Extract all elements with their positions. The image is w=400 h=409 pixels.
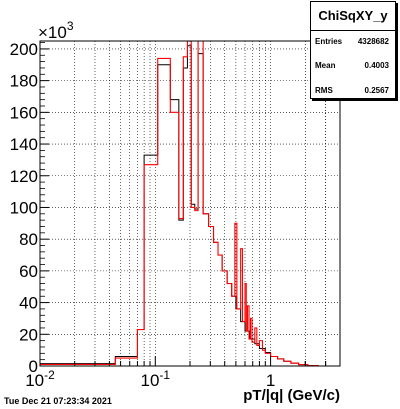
y-tick-label: 20 bbox=[19, 325, 38, 344]
y-multiplier-label: ×103 bbox=[38, 19, 74, 42]
stats-row-entries: Entries 4328682 bbox=[315, 37, 389, 51]
stats-key: Mean bbox=[315, 61, 336, 70]
y-tick-label: 120 bbox=[10, 167, 38, 186]
grid-lines bbox=[39, 41, 341, 367]
stats-title: ChiSqXY_y bbox=[311, 2, 395, 31]
timestamp-footer: Tue Dec 21 07:23:34 2021 bbox=[4, 396, 112, 406]
y-tick-label: 100 bbox=[10, 198, 38, 217]
x-tick-label: 10-2 bbox=[25, 368, 55, 390]
y-tick-label: 0 bbox=[29, 357, 38, 376]
y-tick-label: 40 bbox=[19, 294, 38, 313]
x-tick-labels: 10-2 10-1 1 bbox=[25, 368, 275, 390]
x-tick-label: 10-1 bbox=[140, 368, 170, 390]
y-tick-label: 140 bbox=[10, 135, 38, 154]
y-tick-label: 60 bbox=[19, 262, 38, 281]
x-tick-label: 1 bbox=[266, 371, 275, 390]
stats-row-mean: Mean 0.4003 bbox=[315, 61, 389, 75]
stats-key: RMS bbox=[315, 86, 333, 95]
stats-value: 4328682 bbox=[357, 37, 389, 46]
y-tick-label: 80 bbox=[19, 230, 38, 249]
y-tick-label: 200 bbox=[10, 40, 38, 59]
histogram-series bbox=[40, 41, 340, 366]
axis-ticks bbox=[39, 42, 341, 367]
stats-key: Entries bbox=[315, 37, 343, 46]
stats-box: ChiSqXY_y Entries 4328682 Mean 0.4003 RM… bbox=[310, 1, 396, 99]
stats-value: 0.4003 bbox=[364, 61, 389, 70]
x-axis-label: pT/|q| (GeV/c) bbox=[243, 387, 340, 404]
y-tick-label: 160 bbox=[10, 103, 38, 122]
stats-value: 0.2567 bbox=[364, 86, 389, 95]
y-tick-labels: 0 20 40 60 80 100 120 140 160 180 200 bbox=[10, 40, 38, 376]
y-tick-label: 180 bbox=[10, 72, 38, 91]
histogram-line-red bbox=[40, 41, 340, 366]
stats-row-rms: RMS 0.2567 bbox=[315, 86, 389, 100]
